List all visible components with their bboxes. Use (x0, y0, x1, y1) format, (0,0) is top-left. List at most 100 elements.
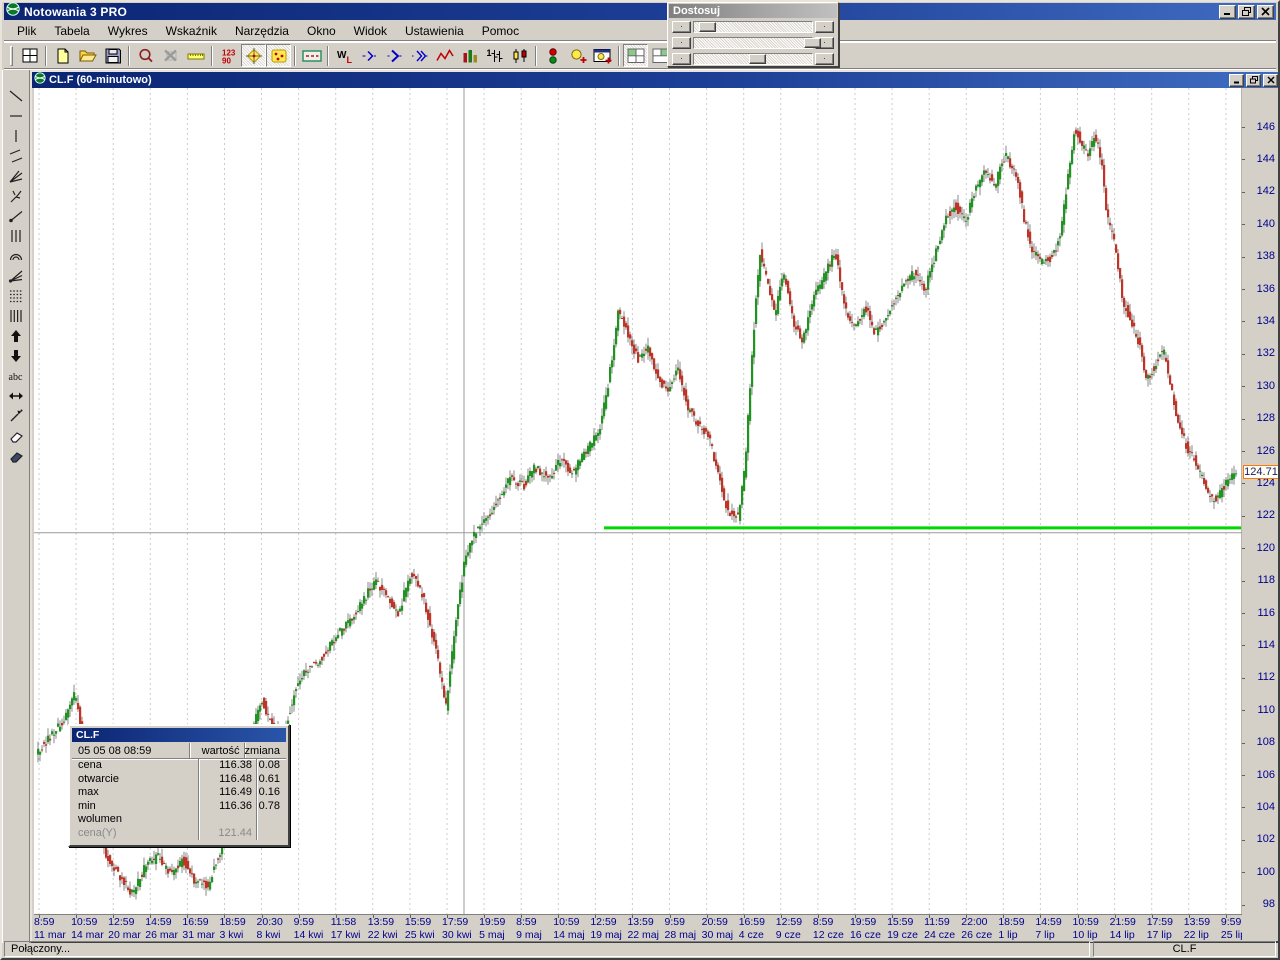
zoom-slider-2: · · (672, 36, 834, 50)
slider-thumb[interactable] (749, 54, 767, 64)
time-tick-label: 22:00 (961, 916, 988, 928)
time-tick-label: 19:59 (849, 916, 877, 928)
svg-text:W: W (337, 50, 347, 61)
time-tickmark (372, 915, 374, 918)
fibo-arcs-tool[interactable] (5, 248, 27, 268)
arrow-step-2-button[interactable] (382, 44, 407, 67)
zigzag-button[interactable] (432, 44, 457, 67)
volume-bars-button[interactable] (457, 44, 482, 67)
arrow-up-tool[interactable] (5, 328, 27, 348)
text-label-tool[interactable]: abc (5, 368, 27, 388)
arrow-down-tool[interactable] (5, 348, 27, 368)
menu-wska-nik[interactable]: Wskaźnik (165, 23, 217, 38)
crosshair-toggle-button[interactable] (241, 44, 266, 67)
close-icon[interactable] (1257, 4, 1274, 19)
time-axis[interactable]: 8:59 11 mar 10:59 14 mar 12:59 20 mar 14:59 26 … (34, 914, 1242, 942)
slider-track[interactable] (693, 37, 821, 49)
menu-pomoc[interactable]: Pomoc (481, 23, 520, 38)
eraser-all-tool[interactable] (5, 448, 27, 468)
parallel-lines-tool[interactable] (5, 148, 27, 168)
price-tickmark (1242, 548, 1245, 550)
menu-ustawienia[interactable]: Ustawienia (405, 23, 464, 38)
gann-fan-icon (7, 268, 25, 289)
slider-increment-button[interactable]: · (815, 53, 834, 65)
date-tick-label: 14 maj (553, 929, 585, 941)
candle-style-button[interactable] (507, 44, 532, 67)
chart-window-titlebar[interactable]: CL.F (60-minutowo) (32, 72, 1278, 88)
menu-tabela[interactable]: Tabela (54, 23, 90, 38)
menu-wykres[interactable]: Wykres (107, 23, 148, 38)
price-tickmark (1242, 677, 1245, 679)
slider-thumb[interactable] (698, 22, 716, 32)
minimize-button[interactable] (1229, 73, 1244, 87)
row-value: 116.36 (198, 799, 256, 813)
slider-decrement-button[interactable]: · (672, 37, 691, 49)
window-grid-button[interactable] (17, 44, 42, 67)
arrow-step-1-button[interactable] (357, 44, 382, 67)
arrow-down-icon (7, 348, 25, 369)
eraser-tool[interactable] (5, 428, 27, 448)
time-tickmark (1188, 915, 1190, 918)
menu-widok[interactable]: Widok (353, 23, 388, 38)
menu-okno[interactable]: Okno (306, 23, 336, 38)
pitchfork-tool[interactable] (5, 188, 27, 208)
alert-box-button[interactable] (299, 44, 324, 67)
date-tick-label: 4 cze (738, 929, 764, 941)
restore-button[interactable] (1246, 73, 1261, 87)
bar-style-button[interactable]: 1 (482, 44, 507, 67)
time-tickmark (558, 915, 560, 918)
zoom-button[interactable] (133, 44, 158, 67)
toolbar-grip[interactable] (10, 45, 13, 66)
horizontal-line-tool[interactable] (5, 108, 27, 128)
toolbar-separator (327, 45, 329, 66)
save-button[interactable] (100, 44, 125, 67)
gann-fan-tool[interactable] (5, 268, 27, 288)
time-grid-tool[interactable] (5, 308, 27, 328)
minimize-button[interactable] (1219, 4, 1236, 19)
close-icon[interactable] (1263, 73, 1278, 87)
slider-decrement-button[interactable]: · (672, 53, 691, 65)
traffic-light-button[interactable] (540, 44, 565, 67)
ray-line-tool[interactable] (5, 208, 27, 228)
time-tickmark (595, 915, 597, 918)
slider-thumb[interactable] (803, 38, 821, 48)
layout-quad-2-button[interactable] (648, 44, 673, 67)
adjust-panel[interactable]: Dostosuj · · · · · · (667, 2, 839, 67)
slider-track[interactable] (693, 21, 813, 33)
price-tick-label: 98 (1262, 898, 1275, 911)
slider-increment-button[interactable]: · (815, 21, 834, 33)
title-bar[interactable]: Notowania 3 PRO (4, 2, 1276, 20)
add-symbol-window-button[interactable] (590, 44, 615, 67)
arrow-step-3-button[interactable] (407, 44, 432, 67)
menu-plik[interactable]: Plik (17, 23, 37, 38)
row-value: 116.48 (198, 772, 256, 786)
price-tickmark (1242, 289, 1245, 290)
time-tickmark (743, 915, 745, 918)
fibo-retracement-tool[interactable] (5, 288, 27, 308)
arrow-up-icon (7, 328, 25, 349)
vertical-line-tool[interactable] (5, 128, 27, 148)
menu-narz-dzia[interactable]: Narzędzia (234, 23, 289, 38)
slider-decrement-button[interactable]: · (672, 21, 691, 33)
data-window-toggle-button[interactable] (266, 44, 291, 67)
pointer-ref-tool[interactable] (5, 408, 27, 428)
open-folder-button[interactable] (75, 44, 100, 67)
restore-button[interactable] (1238, 4, 1255, 19)
ruler-button[interactable] (183, 44, 208, 67)
new-file-button[interactable] (50, 44, 75, 67)
quotes-123-button[interactable]: 123 90 (216, 44, 241, 67)
price-axis[interactable]: 124.71 146 144 142 140 138 136 134 132 130 128 126… (1242, 88, 1278, 914)
time-tick-label: 21:59 (1109, 916, 1136, 928)
fibo-time-zones-tool[interactable] (5, 228, 27, 248)
slider-track[interactable] (693, 53, 813, 65)
date-tick-label: 14 kwi (293, 929, 324, 941)
fan-lines-tool[interactable] (5, 168, 27, 188)
delete-object-button[interactable] (158, 44, 183, 67)
trend-line-tool[interactable] (5, 88, 27, 108)
data-window[interactable]: CL.F 05 05 08 08:59 wartość zmiana cena 1… (68, 724, 290, 847)
add-symbol-button[interactable] (565, 44, 590, 67)
layout-quad-1-button[interactable] (623, 44, 648, 67)
price-tick-label: 132 (1256, 347, 1275, 360)
expand-horizontal-tool[interactable] (5, 388, 27, 408)
